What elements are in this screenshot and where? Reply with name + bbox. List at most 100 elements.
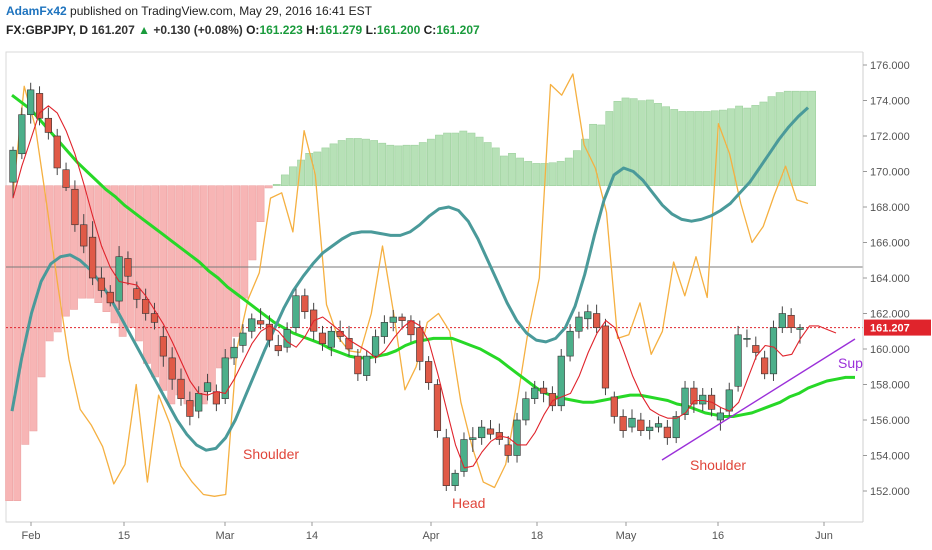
candle-body (743, 338, 751, 340)
candle (460, 432, 468, 477)
candle-body (752, 345, 760, 353)
candle-body (416, 327, 424, 362)
candle-body (27, 89, 35, 115)
time-tick-label: May (616, 530, 637, 542)
candle-body (354, 355, 362, 375)
candle (566, 324, 574, 362)
candle-body (106, 291, 114, 304)
candle-body (265, 323, 274, 341)
price-change: +0.130 (+0.08%) (153, 23, 243, 37)
price-tick-label: 158.000 (870, 380, 910, 392)
candle-body (654, 423, 663, 428)
oscillator-layer (12, 73, 809, 497)
histogram-bar (524, 161, 533, 186)
candle (327, 325, 335, 357)
last-price: 161.207 (91, 23, 135, 37)
candle (380, 315, 388, 344)
candle (769, 320, 778, 381)
histogram-bar (207, 185, 216, 391)
histogram-bar (735, 105, 743, 187)
candle-body (699, 394, 707, 405)
candle (778, 306, 786, 334)
candle-body (221, 357, 229, 400)
candle (115, 246, 123, 310)
histogram-bar (443, 132, 451, 187)
high-label: H: (306, 23, 319, 37)
candle (256, 308, 265, 330)
candle-body (212, 391, 220, 405)
candle-body (646, 426, 654, 431)
histogram-bar (499, 155, 508, 187)
time-tick-label: Jun (815, 530, 833, 542)
histogram-bar (759, 101, 768, 186)
histogram-bar (597, 124, 606, 186)
candle-body (637, 419, 645, 431)
histogram-bar (272, 184, 281, 187)
last-price-badge-label: 161.207 (870, 323, 910, 335)
low-label: L: (365, 23, 377, 37)
candle (654, 416, 663, 433)
support-trend-line[interactable] (661, 338, 856, 461)
candle (716, 407, 725, 431)
candle-body (672, 416, 680, 439)
candle (265, 315, 274, 348)
histogram-bar (767, 96, 776, 186)
candle (203, 373, 212, 401)
time-tick-label: Mar (216, 530, 235, 542)
candle-body (769, 327, 778, 375)
candle (354, 349, 362, 381)
histogram-bar (167, 185, 176, 405)
candle-body (124, 258, 132, 277)
symbol-label[interactable]: FX:GBPJPY, D (6, 23, 89, 37)
candle-body (97, 277, 106, 291)
candle-body (239, 332, 247, 346)
moving-average-layer (10, 94, 855, 452)
candle (389, 309, 397, 332)
high-value: 161.279 (318, 23, 363, 37)
histogram-bar (702, 111, 711, 186)
histogram-bar (467, 132, 476, 187)
candle-body (318, 332, 327, 344)
price-tick-label: 154.000 (870, 451, 910, 463)
candle (513, 412, 521, 463)
candle (663, 420, 671, 445)
grid-layer (6, 266, 863, 329)
price-tick-label: 160.000 (870, 344, 910, 356)
candle-body (716, 412, 725, 421)
histogram-bar (662, 106, 670, 186)
candle (593, 304, 601, 334)
red-signal-line (12, 105, 837, 469)
histogram-bar (191, 185, 200, 407)
candle-body (663, 426, 671, 439)
candle-body (734, 334, 742, 387)
histogram-bar (240, 185, 249, 299)
candle (469, 427, 477, 452)
candle (186, 391, 194, 426)
candle (761, 350, 769, 380)
candle-body (433, 384, 442, 431)
time-tick-label: 18 (531, 530, 543, 542)
candle-body (88, 236, 97, 279)
time-tick-label: 14 (306, 530, 318, 542)
histogram-bar (232, 185, 241, 337)
candle-body (513, 419, 521, 456)
candle (71, 180, 79, 232)
candle-body (575, 316, 583, 332)
candle (478, 420, 486, 445)
author-name[interactable]: AdamFx42 (6, 4, 67, 18)
candle-body (301, 295, 309, 313)
candle (442, 428, 450, 491)
candle (9, 146, 17, 199)
candle (451, 469, 459, 491)
histogram-bar (459, 130, 468, 186)
histogram-bar (305, 153, 314, 187)
time-tick-label: Feb (22, 530, 41, 542)
candle-body (327, 330, 335, 348)
candle (486, 420, 495, 440)
histogram-bar (581, 138, 589, 187)
histogram-bar (21, 185, 30, 445)
candle-body (150, 313, 159, 323)
candle (97, 267, 106, 298)
histogram-bar (394, 145, 403, 187)
